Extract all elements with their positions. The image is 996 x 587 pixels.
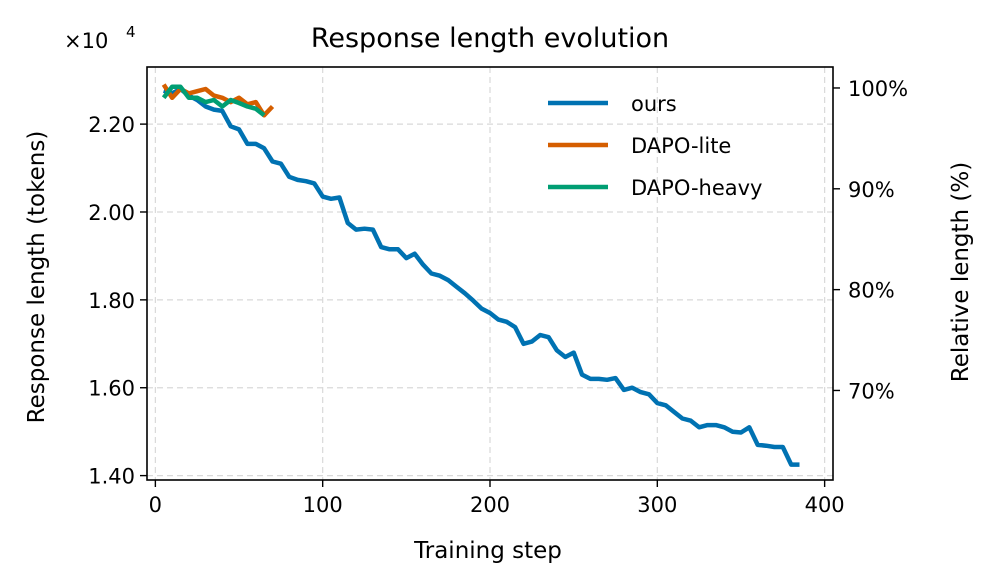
y-tick-label: 1.40	[88, 465, 135, 489]
legend-label-dapo-lite: DAPO-lite	[631, 134, 731, 158]
y-tick-label: 2.20	[88, 113, 135, 137]
x-tick-label: 400	[805, 493, 845, 517]
legend-label-ours: ours	[631, 92, 677, 116]
x-tick-label: 0	[149, 493, 162, 517]
y-tick-label: 1.60	[88, 377, 135, 401]
y2-tick-label: 80%	[848, 279, 895, 303]
x-tick-label: 200	[470, 493, 510, 517]
y-tick-label: 2.00	[88, 201, 135, 225]
x-axis-label: Training step	[413, 538, 562, 564]
axis-ticks: 0 100 200 300 400 1.40 1.60 1.80 2.00 2.20 70% 80% 9…	[88, 77, 908, 517]
y-axis-label: Response length (tokens)	[24, 131, 50, 424]
chart-title: Response length evolution	[311, 23, 669, 54]
series-line-dapo-heavy	[161, 84, 266, 118]
y2-axis-label: Relative length (%)	[948, 162, 974, 383]
y-multiplier: ×10 4	[64, 23, 136, 53]
series-line-ours	[163, 86, 800, 467]
y2-tick-label: 70%	[848, 379, 895, 403]
y2-tick-label: 100%	[848, 77, 908, 101]
y-multiplier-exponent: 4	[126, 23, 136, 41]
legend: ours DAPO-lite DAPO-heavy	[548, 92, 762, 200]
grid-lines	[147, 67, 833, 480]
y2-tick-label: 90%	[848, 178, 895, 202]
y-tick-label: 1.80	[88, 289, 135, 313]
x-tick-label: 100	[303, 493, 343, 517]
x-tick-label: 300	[637, 493, 677, 517]
series-lines	[161, 83, 800, 467]
y-multiplier-base: ×10	[64, 29, 108, 53]
legend-label-dapo-heavy: DAPO-heavy	[631, 176, 762, 200]
